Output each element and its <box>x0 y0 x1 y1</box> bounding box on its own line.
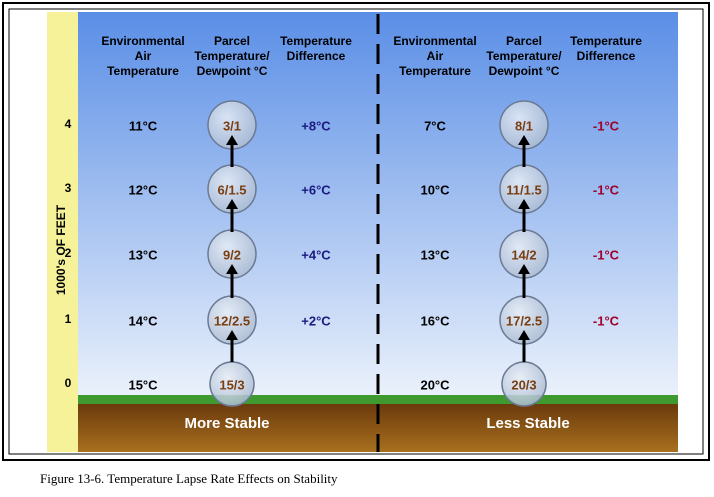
caption: Figure 13-6. Temperature Lapse Rate Effe… <box>40 471 338 486</box>
column-header: Temperature <box>570 34 642 48</box>
temp-difference: +8°C <box>301 118 331 133</box>
temp-difference: -1°C <box>593 313 620 328</box>
arrow-head <box>226 135 238 145</box>
column-header: Dewpoint °C <box>489 64 560 78</box>
arrow-head <box>518 264 530 274</box>
axis-strip <box>47 12 78 452</box>
env-temp: 13°C <box>128 247 158 262</box>
altitude-label: 3 <box>65 181 72 195</box>
stability-label: Less Stable <box>486 415 569 432</box>
column-header: Dewpoint °C <box>197 64 268 78</box>
column-header: Temperature/ <box>194 49 270 63</box>
parcel-temp: 17/2.5 <box>506 313 542 328</box>
column-header: Environmental <box>393 34 476 48</box>
parcel-temp: 11/1.5 <box>506 182 541 197</box>
column-header: Parcel <box>214 34 250 48</box>
parcel-temp: 3/1 <box>223 118 241 133</box>
column-header: Air <box>427 49 444 63</box>
temp-difference: +6°C <box>301 182 331 197</box>
content: 43210EnvironmentalAirTemperatureParcelTe… <box>65 34 643 432</box>
temp-difference: -1°C <box>593 182 620 197</box>
env-temp: 15°C <box>128 377 158 392</box>
env-temp: 12°C <box>128 182 158 197</box>
column-header: Air <box>135 49 152 63</box>
parcel-temp: 15/3 <box>219 377 244 392</box>
env-temp: 14°C <box>128 313 158 328</box>
parcel-temp: 9/2 <box>223 247 241 262</box>
temp-difference: +2°C <box>301 313 331 328</box>
stability-label: More Stable <box>184 415 269 432</box>
axis-title: 1000's OF FEET <box>54 204 68 295</box>
temp-difference: +4°C <box>301 247 331 262</box>
arrow-head <box>226 199 238 209</box>
env-temp: 13°C <box>420 247 450 262</box>
arrow-head <box>226 330 238 340</box>
parcel-temp: 20/3 <box>511 377 536 392</box>
column-header: Temperature/ <box>486 49 562 63</box>
altitude-label: 0 <box>65 376 72 390</box>
env-temp: 20°C <box>420 377 450 392</box>
temp-difference: -1°C <box>593 247 620 262</box>
arrow-head <box>226 264 238 274</box>
column-header: Temperature <box>107 64 179 78</box>
altitude-label: 2 <box>65 246 72 260</box>
column-header: Difference <box>287 49 346 63</box>
env-temp: 16°C <box>420 313 450 328</box>
column-header: Difference <box>577 49 636 63</box>
column-header: Temperature <box>399 64 471 78</box>
column-header: Parcel <box>506 34 542 48</box>
env-temp: 7°C <box>424 118 446 133</box>
arrow-head <box>518 135 530 145</box>
env-temp: 11°C <box>129 118 158 133</box>
altitude-label: 4 <box>65 117 72 131</box>
temp-difference: -1°C <box>593 118 620 133</box>
parcel-temp: 8/1 <box>515 118 533 133</box>
arrow-head <box>518 199 530 209</box>
arrow-head <box>518 330 530 340</box>
column-header: Environmental <box>101 34 184 48</box>
inner-frame <box>8 8 704 455</box>
parcel-temp: 12/2.5 <box>214 313 250 328</box>
column-header: Temperature <box>280 34 352 48</box>
altitude-label: 1 <box>65 312 72 326</box>
parcel-temp: 14/2 <box>511 247 536 262</box>
env-temp: 10°C <box>420 182 450 197</box>
parcel-temp: 6/1.5 <box>218 182 247 197</box>
grass <box>78 395 678 404</box>
